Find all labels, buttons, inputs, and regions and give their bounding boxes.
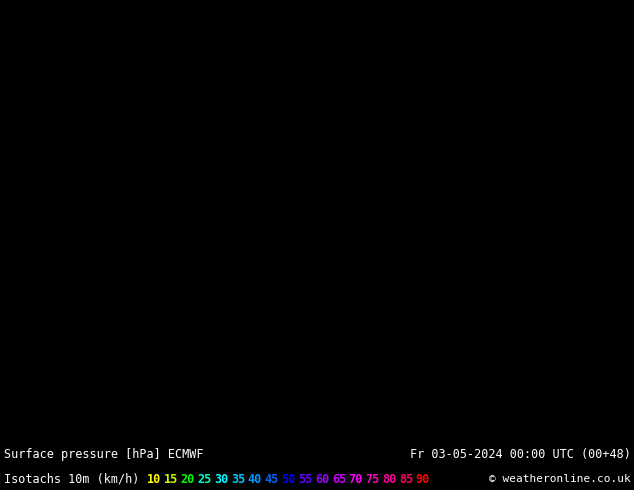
- Text: 65: 65: [332, 472, 346, 486]
- Text: 60: 60: [315, 472, 329, 486]
- Text: 80: 80: [382, 472, 396, 486]
- Text: 20: 20: [181, 472, 195, 486]
- Text: 45: 45: [264, 472, 279, 486]
- Text: 85: 85: [399, 472, 413, 486]
- Text: 90: 90: [416, 472, 430, 486]
- Text: Isotachs 10m (km/h): Isotachs 10m (km/h): [4, 472, 146, 486]
- Text: 25: 25: [197, 472, 212, 486]
- Text: Surface pressure [hPa] ECMWF: Surface pressure [hPa] ECMWF: [4, 447, 204, 461]
- Text: 35: 35: [231, 472, 245, 486]
- Text: 30: 30: [214, 472, 228, 486]
- Text: 10: 10: [147, 472, 161, 486]
- Text: 55: 55: [298, 472, 313, 486]
- Text: 40: 40: [248, 472, 262, 486]
- Text: 50: 50: [281, 472, 295, 486]
- Text: Fr 03-05-2024 00:00 UTC (00+48): Fr 03-05-2024 00:00 UTC (00+48): [410, 447, 631, 461]
- Text: 75: 75: [365, 472, 380, 486]
- Text: 70: 70: [349, 472, 363, 486]
- Text: 15: 15: [164, 472, 178, 486]
- Text: © weatheronline.co.uk: © weatheronline.co.uk: [489, 474, 631, 484]
